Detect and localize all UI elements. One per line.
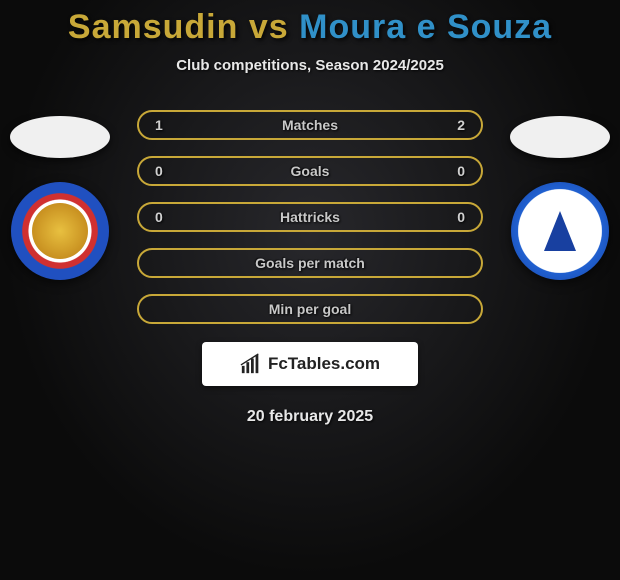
stat-row-matches: 1 Matches 2	[137, 110, 483, 140]
subtitle: Club competitions, Season 2024/2025	[0, 57, 620, 74]
stat-left-value: 1	[155, 117, 163, 133]
comparison-date: 20 february 2025	[0, 408, 620, 426]
right-flag-oval	[510, 116, 610, 158]
stat-row-hattricks: 0 Hattricks 0	[137, 202, 483, 232]
stat-label: Min per goal	[269, 301, 351, 317]
stat-label: Goals	[291, 163, 330, 179]
stat-label: Hattricks	[280, 209, 340, 225]
psis-badge-inner	[525, 196, 595, 266]
stat-row-gpm: Goals per match	[137, 248, 483, 278]
arema-badge-inner	[32, 203, 88, 259]
stat-label: Goals per match	[255, 255, 365, 271]
player2-name: Moura e Souza	[299, 8, 552, 46]
player1-name: Samsudin	[68, 8, 238, 46]
comparison-title: Samsudin vs Moura e Souza	[0, 8, 620, 47]
stat-left-value: 0	[155, 209, 163, 225]
left-flag-oval	[10, 116, 110, 158]
stat-right-value: 0	[457, 209, 465, 225]
right-player-column	[510, 116, 610, 280]
left-player-column	[10, 116, 110, 280]
stat-label: Matches	[282, 117, 338, 133]
right-club-badge	[511, 182, 609, 280]
watermark-badge: FcTables.com	[202, 342, 418, 386]
left-club-badge	[11, 182, 109, 280]
psis-monument-icon	[544, 211, 576, 251]
watermark-text: FcTables.com	[268, 354, 380, 374]
content-wrapper: Samsudin vs Moura e Souza Club competiti…	[0, 0, 620, 426]
stat-right-value: 0	[457, 163, 465, 179]
stat-row-goals: 0 Goals 0	[137, 156, 483, 186]
chart-bars-icon	[240, 353, 262, 375]
stat-right-value: 2	[457, 117, 465, 133]
stat-left-value: 0	[155, 163, 163, 179]
vs-text: vs	[249, 8, 289, 46]
stat-row-mpg: Min per goal	[137, 294, 483, 324]
